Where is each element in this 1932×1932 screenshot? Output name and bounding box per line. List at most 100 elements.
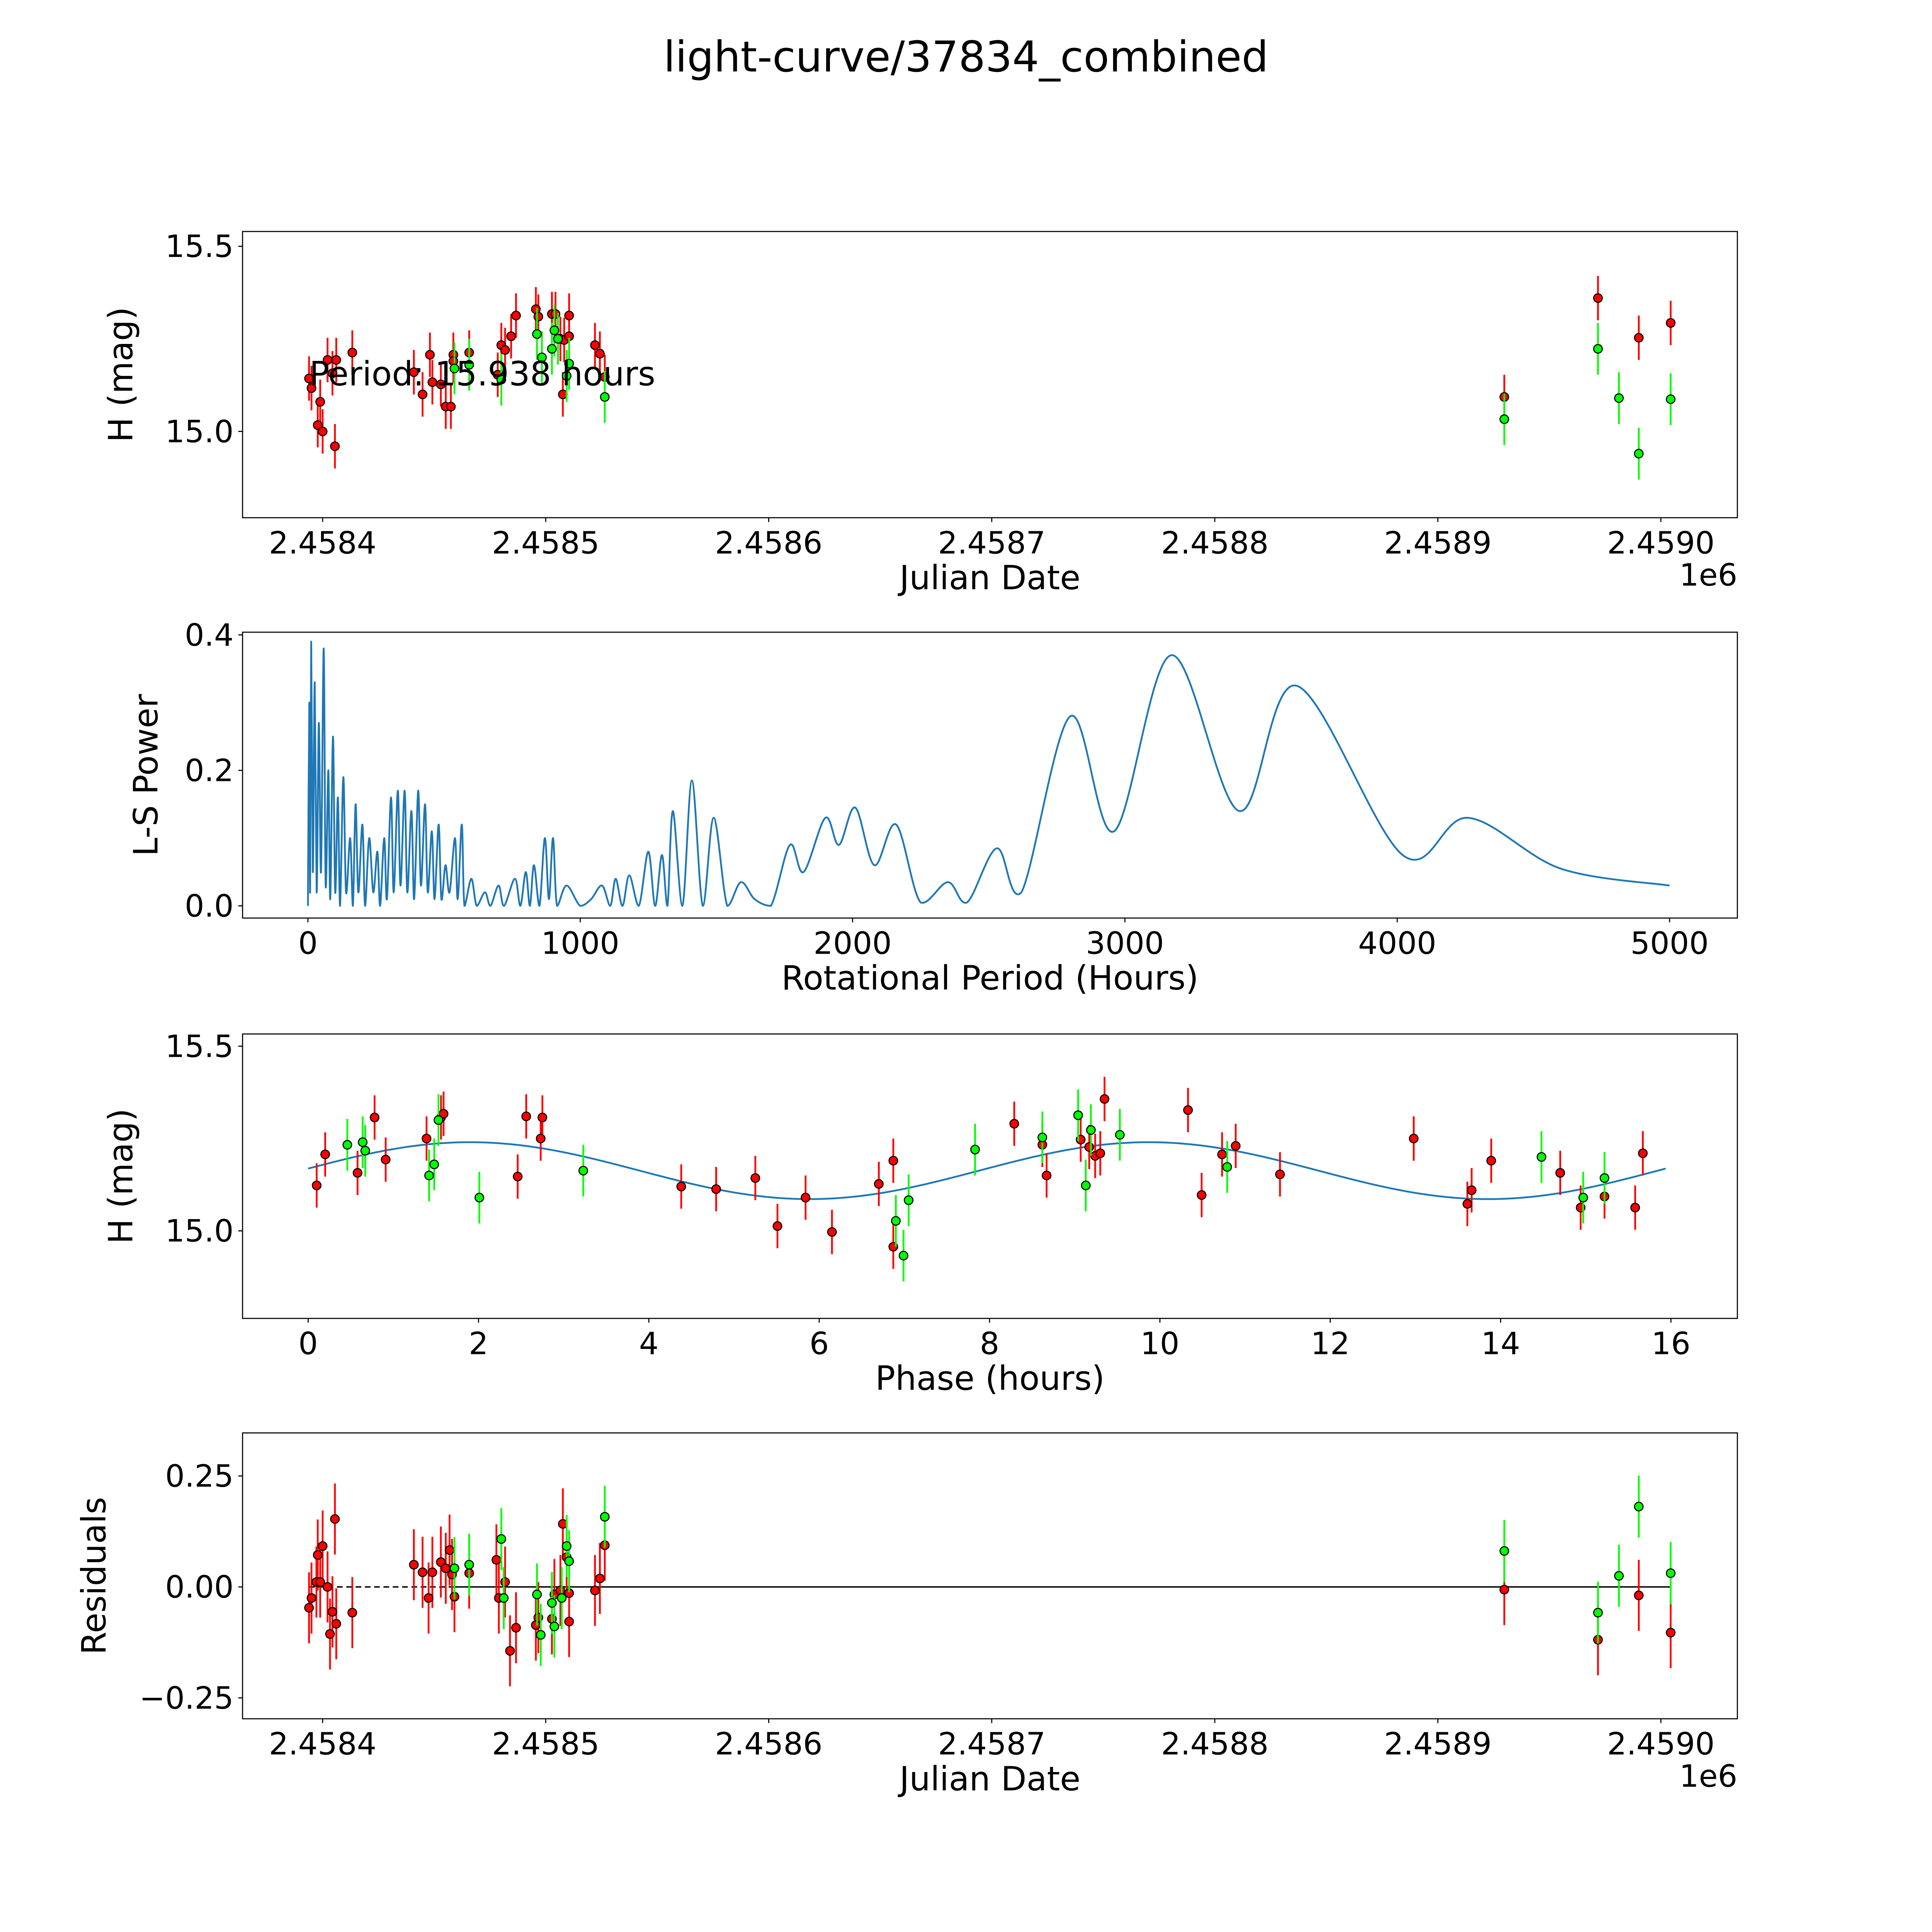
data-point xyxy=(1197,1190,1207,1200)
x-tick-label: 1000 xyxy=(541,925,619,961)
data-point xyxy=(521,1111,531,1121)
x-tick-label: 2.4586 xyxy=(715,1726,823,1762)
data-point xyxy=(532,1589,542,1599)
data-point xyxy=(561,1541,571,1551)
data-point xyxy=(409,367,419,377)
data-point xyxy=(564,359,574,369)
y-tick-label: −0.25 xyxy=(139,1680,234,1716)
data-point xyxy=(1599,1173,1609,1183)
data-point xyxy=(561,371,571,381)
x-tick-label: 6 xyxy=(810,1326,829,1362)
data-point xyxy=(496,1534,506,1544)
plot-area xyxy=(304,276,1676,480)
data-point xyxy=(1086,1125,1096,1135)
data-point xyxy=(801,1192,811,1202)
data-point xyxy=(1073,1110,1083,1120)
x-tick-label: 10 xyxy=(1140,1326,1179,1362)
data-point xyxy=(304,374,314,384)
data-point xyxy=(1275,1169,1285,1179)
data-point xyxy=(434,1115,444,1125)
x-tick-label: 2.4589 xyxy=(1384,525,1492,561)
data-point xyxy=(549,1621,560,1631)
data-point xyxy=(888,1156,898,1166)
x-axis-label: Julian Date xyxy=(898,1760,1080,1798)
period-annotation: Period: 15.938 hours xyxy=(309,355,655,394)
data-point xyxy=(499,1593,509,1603)
data-point xyxy=(1666,1568,1676,1578)
x-tick-label: 2.4585 xyxy=(492,1726,600,1762)
data-point xyxy=(1499,1585,1509,1595)
data-point xyxy=(347,1608,357,1618)
x-tick-label: 16 xyxy=(1651,1326,1690,1362)
y-tick-label: 0.2 xyxy=(185,753,234,789)
x-tick-label: 2.4590 xyxy=(1607,1726,1715,1762)
y-axis-label: H (mag) xyxy=(102,1109,141,1244)
data-point xyxy=(325,1629,335,1639)
axes-frame xyxy=(242,231,1738,519)
data-point xyxy=(427,1567,437,1577)
data-point xyxy=(449,1563,459,1573)
y-axis-label: L-S Power xyxy=(127,694,165,856)
data-point xyxy=(1593,344,1603,354)
data-point xyxy=(1222,1162,1232,1172)
data-point xyxy=(318,1541,328,1551)
data-point xyxy=(436,1557,446,1567)
data-point xyxy=(564,1556,574,1566)
data-point xyxy=(424,1170,434,1180)
data-point xyxy=(436,379,446,389)
data-point xyxy=(536,1133,546,1143)
data-point xyxy=(1666,1628,1676,1638)
y-tick-label: 15.0 xyxy=(165,413,233,449)
data-point xyxy=(549,325,560,335)
plot-area xyxy=(304,1475,1676,1687)
x-tick-label: 2.4586 xyxy=(715,525,823,561)
y-tick-label: 0.00 xyxy=(165,1569,233,1605)
y-tick-label: 15.5 xyxy=(165,228,233,264)
data-point xyxy=(564,1617,574,1627)
data-point xyxy=(595,349,605,359)
data-point xyxy=(772,1221,782,1231)
x-tick-label: 8 xyxy=(980,1326,1000,1362)
y-axis-label: H (mag) xyxy=(102,307,141,442)
data-point xyxy=(492,1555,502,1565)
data-point xyxy=(1666,318,1676,328)
data-point xyxy=(1009,1119,1019,1129)
data-point xyxy=(315,1577,325,1587)
x-tick-label: 2.4588 xyxy=(1161,1726,1269,1762)
data-point xyxy=(306,383,316,393)
x-tick-label: 4 xyxy=(639,1326,659,1362)
data-point xyxy=(446,401,456,412)
x-axis-label: Rotational Period (Hours) xyxy=(781,959,1199,998)
data-point xyxy=(409,1560,419,1570)
data-point xyxy=(418,389,428,400)
series-green xyxy=(449,304,1676,480)
data-point xyxy=(474,1192,485,1202)
data-point xyxy=(1593,1608,1603,1618)
data-point xyxy=(418,1567,428,1577)
series-green xyxy=(449,1475,1676,1666)
data-point xyxy=(1217,1150,1227,1160)
subplot-light-curve: 2.4584 2.4585 2.4586 2.4587 2.4588 2.4589 2.45… xyxy=(102,228,1738,597)
data-point xyxy=(330,1514,340,1524)
data-point xyxy=(358,1137,368,1147)
data-point xyxy=(360,1146,370,1156)
data-point xyxy=(1115,1130,1125,1140)
x-tick-label: 12 xyxy=(1311,1326,1350,1362)
data-point xyxy=(429,1159,439,1169)
x-axis-label: Julian Date xyxy=(898,559,1080,597)
x-tick-label: 4000 xyxy=(1358,925,1437,961)
series-green xyxy=(342,1089,1609,1282)
data-point xyxy=(381,1155,391,1165)
x-tick-label: 2000 xyxy=(813,925,892,961)
data-point xyxy=(513,1172,523,1182)
data-point xyxy=(874,1179,884,1189)
plot-area xyxy=(308,1077,1666,1282)
data-point xyxy=(496,374,506,384)
data-point xyxy=(1467,1185,1477,1195)
data-point xyxy=(318,427,328,437)
plot-area xyxy=(307,641,1670,907)
data-point xyxy=(500,1577,510,1587)
data-point xyxy=(342,1140,352,1150)
x-tick-label: 2.4584 xyxy=(269,1726,377,1762)
data-point xyxy=(500,345,510,355)
